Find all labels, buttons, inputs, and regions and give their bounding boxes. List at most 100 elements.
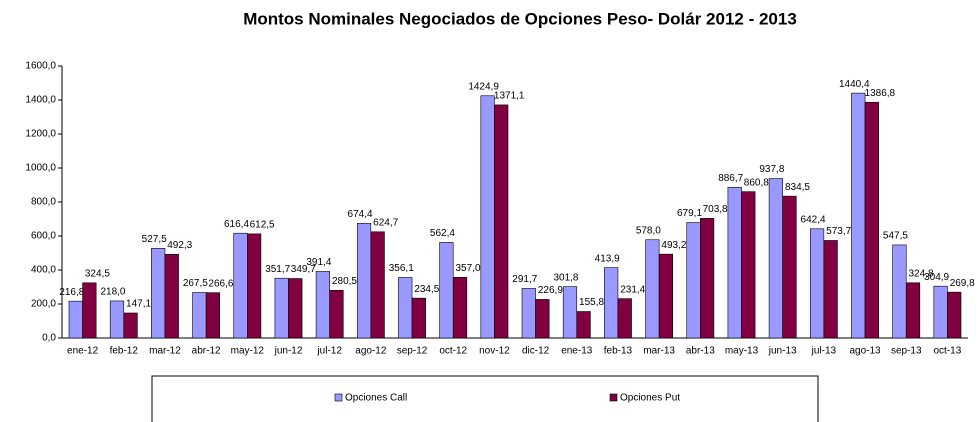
value-label: 349,7 <box>291 264 316 275</box>
x-tick-label: mar-12 <box>149 346 181 357</box>
y-tick-label: 0,0 <box>42 333 56 344</box>
bar <box>233 232 248 339</box>
value-label: 280,5 <box>332 276 357 287</box>
x-tick-label: feb-13 <box>604 346 633 357</box>
x-tick-label: jun-12 <box>274 346 303 357</box>
value-label: 234,5 <box>414 284 439 295</box>
x-tick-label: sep-13 <box>891 346 922 357</box>
bar <box>452 277 468 339</box>
bar <box>823 240 838 339</box>
value-label: 357,0 <box>456 263 481 274</box>
value-label: 492,3 <box>167 240 192 251</box>
x-tick-label: ene-13 <box>561 346 593 357</box>
bar <box>727 186 742 339</box>
value-label: 155,8 <box>579 297 604 308</box>
bar <box>370 231 385 339</box>
bar <box>645 239 660 339</box>
bar <box>82 282 97 339</box>
bar <box>658 253 674 339</box>
bar <box>947 291 962 339</box>
value-label: 642,4 <box>801 214 826 225</box>
bar <box>151 248 166 339</box>
bar <box>576 311 591 339</box>
value-label: 547,5 <box>883 231 908 242</box>
bar <box>164 254 179 339</box>
bar <box>521 288 536 339</box>
value-label: 231,4 <box>620 284 645 295</box>
value-label: 218,0 <box>100 287 125 298</box>
x-tick-label: feb-12 <box>110 346 139 357</box>
x-tick-label: jul-12 <box>316 346 342 357</box>
value-label: 624,7 <box>373 217 398 228</box>
x-tick-label: jun-13 <box>768 346 797 357</box>
bar <box>329 290 344 339</box>
legend-swatch <box>609 393 618 402</box>
value-label: 679,1 <box>677 208 702 219</box>
value-label: 860,8 <box>744 177 769 188</box>
x-tick-label: sep-12 <box>397 346 428 357</box>
bar <box>864 101 879 339</box>
value-label: 291,7 <box>512 274 537 285</box>
value-label: 616,4 <box>224 219 249 230</box>
x-tick-label: oct-12 <box>439 346 467 357</box>
x-tick-label: may-13 <box>725 346 759 357</box>
bar <box>617 298 632 339</box>
bar <box>205 292 221 339</box>
bar <box>480 95 495 339</box>
bar <box>562 286 578 339</box>
x-tick-label: ago-12 <box>355 346 387 357</box>
bar <box>700 218 715 339</box>
value-label: 1371,1 <box>494 91 525 102</box>
bar <box>192 292 207 339</box>
bar <box>123 312 138 339</box>
value-label: 226,9 <box>538 285 563 296</box>
y-tick-label: 1600,0 <box>25 61 56 72</box>
value-label: 301,8 <box>553 272 578 283</box>
value-label: 1424,9 <box>468 81 499 92</box>
bar <box>411 297 426 339</box>
value-label: 356,1 <box>389 263 414 274</box>
value-label: 703,8 <box>703 204 728 215</box>
x-tick-label: may-12 <box>231 346 265 357</box>
bar <box>604 267 619 339</box>
y-tick-label: 200,0 <box>31 299 56 310</box>
value-label: 937,8 <box>759 164 784 175</box>
value-label: 1440,4 <box>839 79 870 90</box>
x-tick-label: abr-12 <box>192 346 221 357</box>
x-tick-label: abr-13 <box>686 346 715 357</box>
y-tick-label: 400,0 <box>31 265 56 276</box>
x-tick-label: ago-13 <box>849 346 881 357</box>
value-label: 266,6 <box>208 278 233 289</box>
legend-label: Opciones Call <box>345 393 407 404</box>
value-label: 324,8 <box>909 268 934 279</box>
value-label: 391,4 <box>306 257 331 268</box>
value-label: 578,0 <box>636 225 661 236</box>
value-label: 493,2 <box>661 240 686 251</box>
value-label: 147,1 <box>126 299 151 310</box>
bar <box>535 299 550 339</box>
value-label: 324,5 <box>85 268 110 279</box>
value-label: 834,5 <box>785 182 810 193</box>
bar <box>274 277 289 339</box>
x-tick-label: dic-12 <box>522 346 550 357</box>
value-label: 886,7 <box>718 173 743 184</box>
value-label: 304,9 <box>924 272 949 283</box>
chart-title: Montos Nominales Negociados de Opciones … <box>243 9 797 28</box>
value-label: 562,4 <box>430 228 455 239</box>
bar <box>782 195 797 339</box>
bar <box>109 300 125 339</box>
bar <box>494 104 509 339</box>
y-tick-label: 1200,0 <box>25 129 56 140</box>
y-tick-label: 1000,0 <box>25 163 56 174</box>
bar <box>741 191 756 339</box>
y-tick-label: 800,0 <box>31 197 56 208</box>
bar <box>809 228 825 339</box>
bar <box>398 277 413 339</box>
legend-swatch <box>334 393 343 402</box>
x-tick-label: oct-13 <box>934 346 962 357</box>
x-tick-label: ene-12 <box>67 346 99 357</box>
bar <box>686 222 701 339</box>
bar <box>356 223 372 339</box>
value-label: 267,5 <box>183 278 208 289</box>
